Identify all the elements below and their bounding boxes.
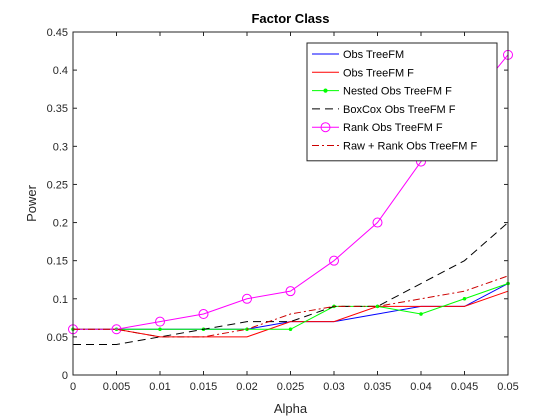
series-line-5 <box>73 275 509 338</box>
y-tick-label: 0.15 <box>47 256 68 268</box>
y-axis-label: Power <box>24 184 39 222</box>
x-tick-label: 0.02 <box>236 381 257 393</box>
series-point-4 <box>242 293 252 304</box>
legend-label-1: Obs TreeFM F <box>343 67 414 79</box>
x-axis-label: Alpha <box>274 401 308 416</box>
x-tick-label: 0.015 <box>190 381 218 393</box>
series-point-4 <box>372 217 383 228</box>
y-tick-label: 0.2 <box>53 218 68 230</box>
series-line-1 <box>73 290 509 338</box>
x-axis: 0 0.005 0.01 0.015 0.02 0.025 0.03 0.035 0.04 0.0… <box>70 32 519 393</box>
y-tick-label: 0.1 <box>53 294 68 306</box>
x-tick-label: 0.035 <box>364 381 392 393</box>
y-tick-label: 0.3 <box>53 141 68 153</box>
y-tick-label: 0.45 <box>47 27 68 39</box>
y-tick-label: 0.05 <box>47 332 68 344</box>
series-point-2 <box>419 312 423 316</box>
series-point-2 <box>158 327 162 332</box>
x-tick-label: 0.03 <box>323 381 344 393</box>
x-tick-label: 0 <box>70 381 76 393</box>
x-tick-label: 0.025 <box>277 381 305 393</box>
series-point-4 <box>155 316 165 327</box>
y-tick-label: 0 <box>62 370 68 382</box>
legend-label-5: Raw + Rank Obs TreeFM F <box>343 141 477 153</box>
legend: Obs TreeFM Obs TreeFM F Nested Obs TreeFM … <box>306 42 498 162</box>
legend-label-4: Rank Obs TreeFM F <box>343 122 443 134</box>
legend-label-3: BoxCox Obs TreeFM F <box>343 104 456 116</box>
legend-box <box>306 42 498 162</box>
y-tick-label: 0.35 <box>47 103 68 115</box>
series-line-3 <box>73 222 509 346</box>
y-axis: 0 0.05 0.1 0.15 0.2 0.25 0.3 0.35 0.4 0.45 <box>47 27 508 382</box>
legend-marker-4 <box>320 122 331 133</box>
y-tick-label: 0.4 <box>53 65 68 77</box>
series-point-2 <box>462 296 467 301</box>
series-point-4 <box>329 255 339 266</box>
legend-label-2: Nested Obs TreeFM F <box>343 86 452 98</box>
x-tick-label: 0.01 <box>149 381 170 393</box>
series-point-4 <box>198 309 209 320</box>
series-point-4 <box>285 286 296 297</box>
x-tick-label: 0.05 <box>497 381 518 393</box>
x-tick-label: 0.04 <box>410 381 431 393</box>
chart-title: Factor Class <box>251 11 329 26</box>
y-tick-label: 0.25 <box>47 179 68 191</box>
legend-label-0: Obs TreeFM <box>343 49 404 61</box>
series-point-2 <box>288 327 293 332</box>
series-point-4 <box>111 324 122 335</box>
x-tick-label: 0.005 <box>103 381 131 393</box>
x-tick-label: 0.045 <box>451 381 479 393</box>
legend-marker-2 <box>323 88 328 93</box>
